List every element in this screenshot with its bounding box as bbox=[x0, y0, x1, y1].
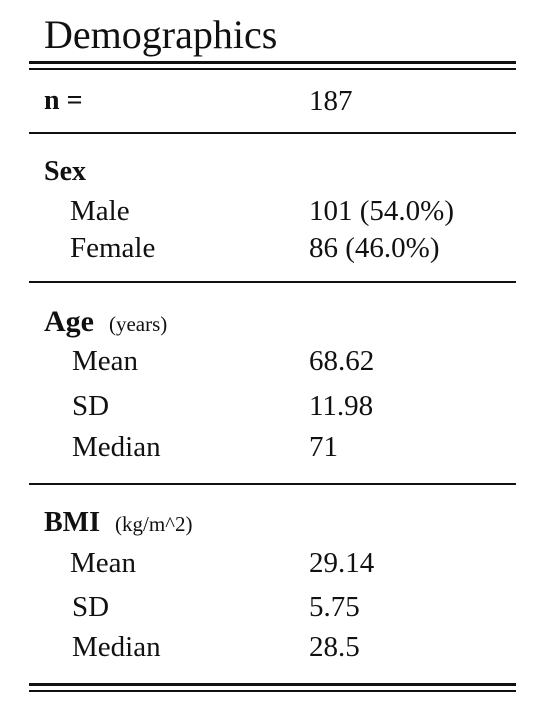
sex-row-value: 86 (46.0%) bbox=[309, 232, 440, 264]
bmi-heading: BMI bbox=[44, 507, 100, 538]
section-divider-bmi bbox=[29, 483, 516, 485]
bottom-double-rule-lower bbox=[29, 690, 516, 692]
age-row-value: 11.98 bbox=[309, 390, 374, 422]
bmi-row-label: Mean bbox=[70, 547, 137, 579]
section-divider-sex bbox=[29, 132, 516, 134]
sex-row-label: Female bbox=[70, 232, 156, 264]
sex-row-value: 101 (54.0%) bbox=[309, 195, 454, 227]
age-row-label: SD bbox=[72, 390, 110, 422]
age-unit: (years) bbox=[108, 312, 168, 336]
age-heading-line: Age (years) bbox=[44, 305, 167, 341]
bmi-row-label: Median bbox=[72, 631, 161, 663]
bottom-double-rule-upper bbox=[29, 683, 516, 686]
top-double-rule-upper bbox=[29, 61, 516, 64]
age-row-value: 68.62 bbox=[309, 345, 375, 377]
n-label: n = bbox=[44, 85, 83, 116]
sex-heading: Sex bbox=[44, 156, 86, 187]
age-heading: Age bbox=[44, 305, 94, 338]
sex-row-label: Male bbox=[70, 195, 130, 227]
age-row-label: Median bbox=[72, 431, 161, 463]
bmi-row-value: 28.5 bbox=[309, 631, 360, 663]
top-double-rule-lower bbox=[29, 68, 516, 70]
age-row-label: Mean bbox=[72, 345, 139, 377]
table-title: Demographics bbox=[44, 12, 278, 57]
bmi-unit: (kg/m^2) bbox=[115, 512, 193, 536]
bmi-row-value: 5.75 bbox=[309, 591, 360, 623]
bmi-row-label: SD bbox=[72, 591, 110, 623]
n-value: 187 bbox=[309, 85, 353, 117]
bmi-heading-line: BMI (kg/m^2) bbox=[44, 506, 193, 541]
section-divider-age bbox=[29, 281, 516, 283]
bmi-row-value: 29.14 bbox=[309, 547, 375, 579]
age-row-value: 71 bbox=[309, 431, 338, 463]
